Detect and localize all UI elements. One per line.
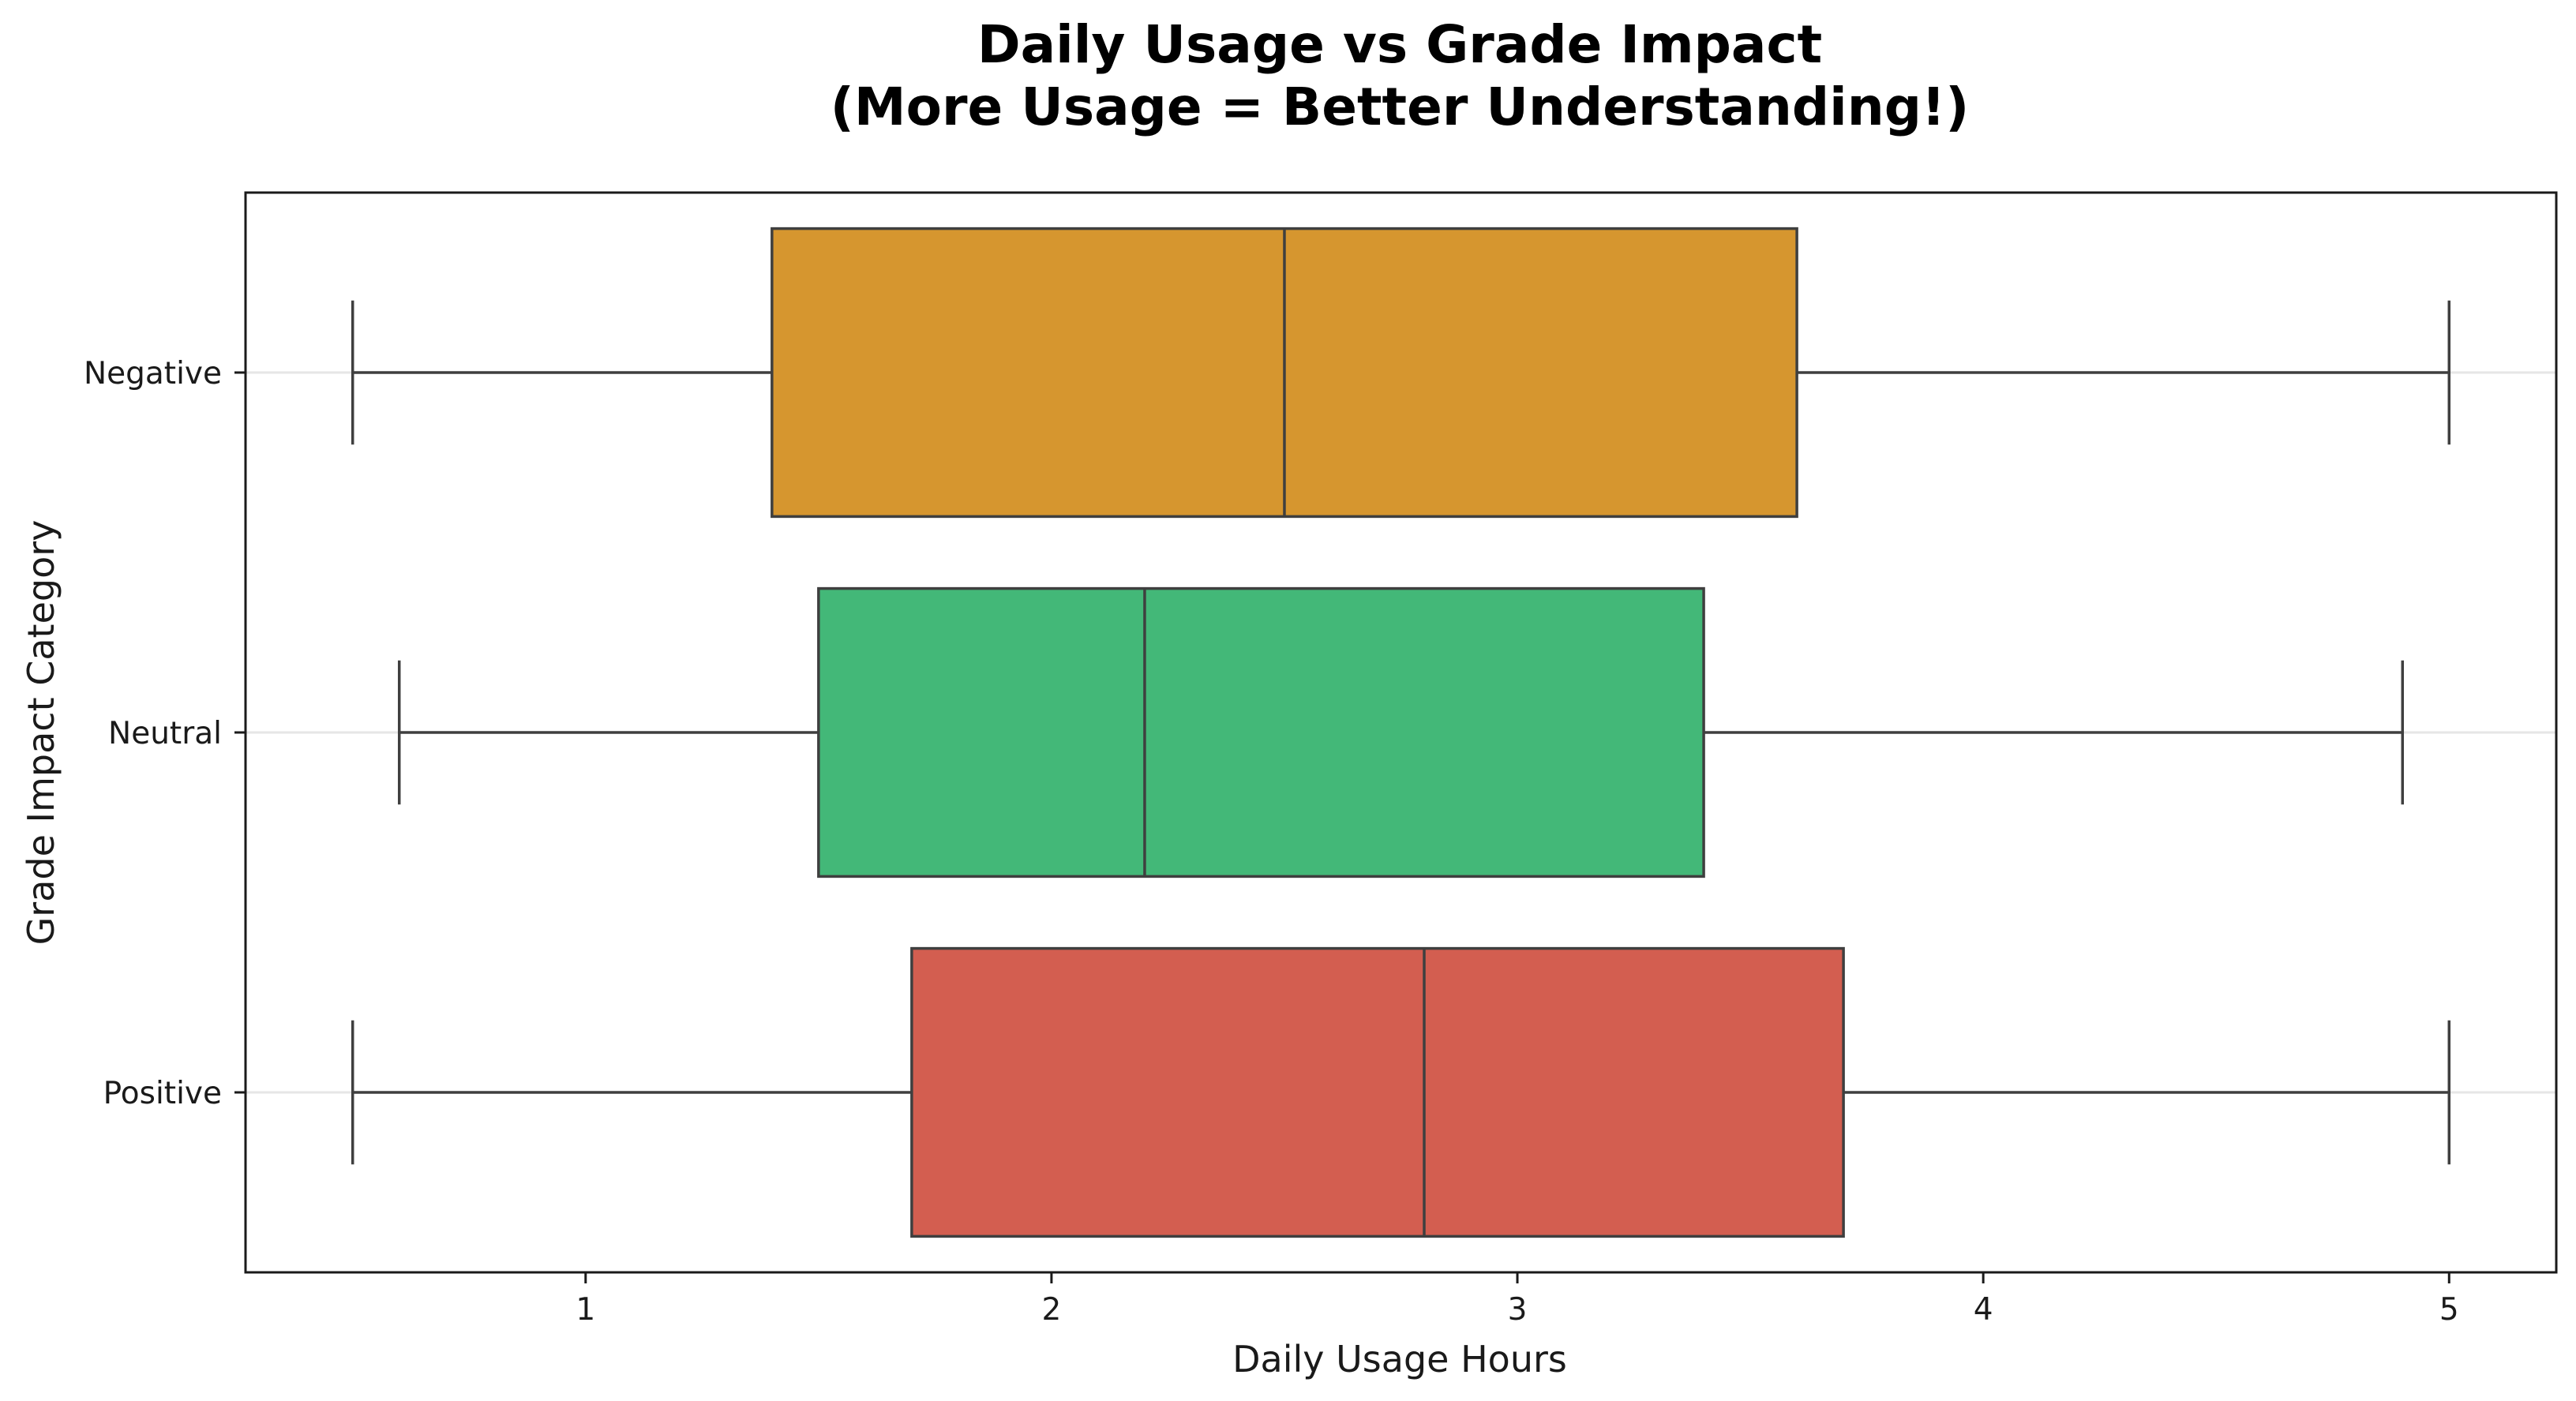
x-tick-label-5: 5 bbox=[2439, 1292, 2459, 1328]
x-tick-label-3: 3 bbox=[1508, 1292, 1528, 1328]
box-series bbox=[351, 227, 2451, 1238]
x-axis-label: Daily Usage Hours bbox=[1232, 1338, 1567, 1380]
iqr-box-neutral bbox=[817, 586, 1705, 878]
y-axis-label: Grade Impact Category bbox=[20, 520, 62, 946]
x-tick-label-4: 4 bbox=[1974, 1292, 1993, 1328]
box-neutral bbox=[397, 586, 2405, 878]
box-negative bbox=[351, 227, 2451, 519]
y-axis-ticks: Negative Neutral Positive bbox=[84, 356, 246, 1111]
x-tick-label-1: 1 bbox=[576, 1292, 595, 1328]
y-tick-label-positive: Positive bbox=[103, 1076, 222, 1111]
y-tick-label-neutral: Neutral bbox=[108, 716, 222, 751]
x-axis-ticks: 1 2 3 4 5 bbox=[576, 1272, 2459, 1328]
chart-title-line-2: (More Usage = Better Understanding!) bbox=[831, 77, 1969, 137]
iqr-box-positive bbox=[910, 946, 1845, 1238]
chart-title-line-1: Daily Usage vs Grade Impact bbox=[977, 14, 1822, 75]
x-tick-label-2: 2 bbox=[1041, 1292, 1061, 1328]
y-tick-label-negative: Negative bbox=[84, 356, 222, 391]
box-positive bbox=[351, 946, 2451, 1238]
